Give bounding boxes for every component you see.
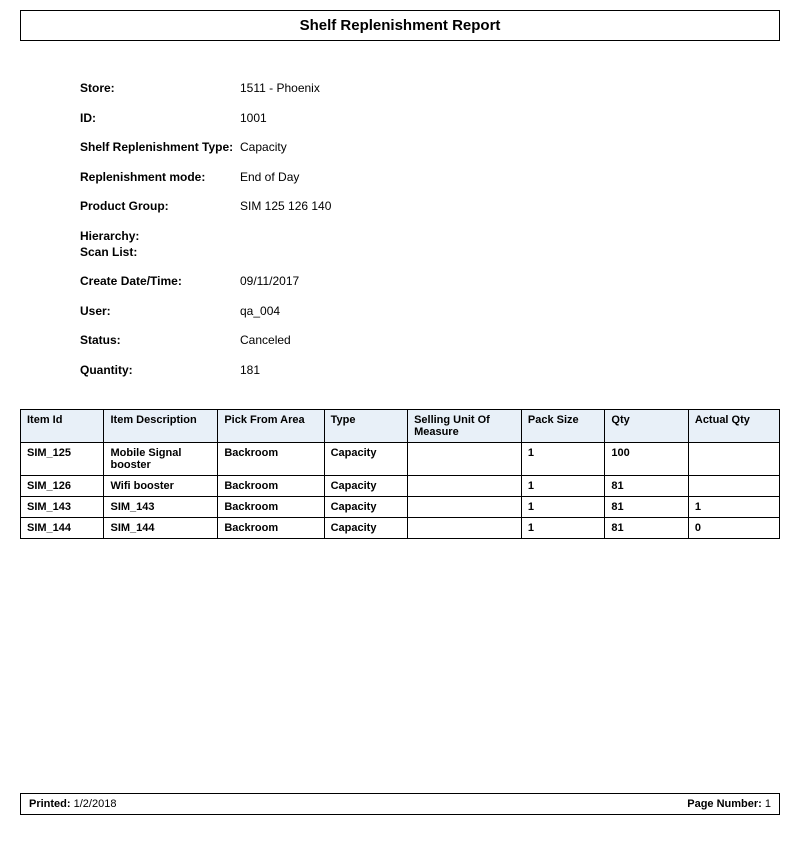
table-column-header: Pick From Area — [218, 409, 324, 442]
info-label: ID: — [80, 111, 240, 127]
table-cell — [408, 496, 522, 517]
info-row-status: Status: Canceled — [80, 333, 780, 349]
table-column-header: Item Description — [104, 409, 218, 442]
table-cell — [688, 475, 779, 496]
table-column-header: Actual Qty — [688, 409, 779, 442]
page-label: Page Number: — [687, 798, 762, 810]
table-cell: SIM_144 — [104, 517, 218, 538]
table-cell: 1 — [521, 496, 604, 517]
footer-printed: Printed: 1/2/2018 — [29, 798, 116, 810]
table-cell: 0 — [688, 517, 779, 538]
info-row-hierarchy: Hierarchy: Scan List: — [80, 229, 780, 260]
table-cell: Capacity — [324, 517, 407, 538]
table-row: SIM_125Mobile Signal boosterBackroomCapa… — [21, 442, 780, 475]
info-label: Hierarchy: Scan List: — [80, 229, 240, 260]
table-cell: SIM_143 — [21, 496, 104, 517]
table-row: SIM_143SIM_143BackroomCapacity1811 — [21, 496, 780, 517]
info-row-type: Shelf Replenishment Type: Capacity — [80, 140, 780, 156]
table-cell — [408, 517, 522, 538]
table-column-header: Selling Unit Of Measure — [408, 409, 522, 442]
table-cell: 81 — [605, 475, 688, 496]
table-column-header: Item Id — [21, 409, 104, 442]
table-column-header: Pack Size — [521, 409, 604, 442]
info-label: Quantity: — [80, 363, 240, 379]
table-cell: Backroom — [218, 442, 324, 475]
table-cell: 100 — [605, 442, 688, 475]
table-column-header: Type — [324, 409, 407, 442]
info-value: SIM 125 126 140 — [240, 199, 331, 215]
info-value: qa_004 — [240, 304, 280, 320]
items-table: Item IdItem DescriptionPick From AreaTyp… — [20, 409, 780, 539]
info-label: Create Date/Time: — [80, 274, 240, 290]
printed-label: Printed: — [29, 798, 71, 810]
table-cell: Backroom — [218, 475, 324, 496]
table-cell: 1 — [521, 517, 604, 538]
info-row-quantity: Quantity: 181 — [80, 363, 780, 379]
table-cell: 81 — [605, 496, 688, 517]
table-cell: Capacity — [324, 475, 407, 496]
table-row: SIM_144SIM_144BackroomCapacity1810 — [21, 517, 780, 538]
table-header-row: Item IdItem DescriptionPick From AreaTyp… — [21, 409, 780, 442]
report-info-block: Store: 1511 - Phoenix ID: 1001 Shelf Rep… — [80, 81, 780, 379]
info-value: Capacity — [240, 140, 287, 156]
table-cell: SIM_126 — [21, 475, 104, 496]
table-cell: Backroom — [218, 517, 324, 538]
info-value: 1511 - Phoenix — [240, 81, 320, 97]
info-label: Status: — [80, 333, 240, 349]
table-cell: Mobile Signal booster — [104, 442, 218, 475]
info-value: 181 — [240, 363, 260, 379]
info-row-id: ID: 1001 — [80, 111, 780, 127]
table-column-header: Qty — [605, 409, 688, 442]
info-row-group: Product Group: SIM 125 126 140 — [80, 199, 780, 215]
report-title-box: Shelf Replenishment Report — [20, 10, 780, 41]
footer-page: Page Number: 1 — [687, 798, 771, 810]
info-value: Canceled — [240, 333, 291, 349]
table-cell: 1 — [521, 475, 604, 496]
report-footer: Printed: 1/2/2018 Page Number: 1 — [20, 793, 780, 815]
table-cell: Capacity — [324, 442, 407, 475]
info-value: 1001 — [240, 111, 267, 127]
info-row-mode: Replenishment mode: End of Day — [80, 170, 780, 186]
table-cell: 1 — [521, 442, 604, 475]
info-row-store: Store: 1511 - Phoenix — [80, 81, 780, 97]
table-cell: SIM_143 — [104, 496, 218, 517]
table-cell: Wifi booster — [104, 475, 218, 496]
table-body: SIM_125Mobile Signal boosterBackroomCapa… — [21, 442, 780, 538]
table-cell: Backroom — [218, 496, 324, 517]
table-cell: SIM_144 — [21, 517, 104, 538]
info-label: Store: — [80, 81, 240, 97]
table-cell: Capacity — [324, 496, 407, 517]
info-label: Replenishment mode: — [80, 170, 240, 186]
info-label: Product Group: — [80, 199, 240, 215]
page-value: 1 — [765, 798, 771, 810]
info-value: End of Day — [240, 170, 299, 186]
table-cell: SIM_125 — [21, 442, 104, 475]
report-title: Shelf Replenishment Report — [21, 17, 779, 34]
table-row: SIM_126Wifi boosterBackroomCapacity 181 — [21, 475, 780, 496]
info-value: 09/11/2017 — [240, 274, 299, 290]
printed-value: 1/2/2018 — [74, 798, 117, 810]
table-cell — [688, 442, 779, 475]
info-row-created: Create Date/Time: 09/11/2017 — [80, 274, 780, 290]
info-row-user: User: qa_004 — [80, 304, 780, 320]
info-label: Shelf Replenishment Type: — [80, 140, 240, 156]
table-cell: 81 — [605, 517, 688, 538]
table-cell — [408, 442, 522, 475]
table-cell — [408, 475, 522, 496]
info-label: User: — [80, 304, 240, 320]
table-cell: 1 — [688, 496, 779, 517]
